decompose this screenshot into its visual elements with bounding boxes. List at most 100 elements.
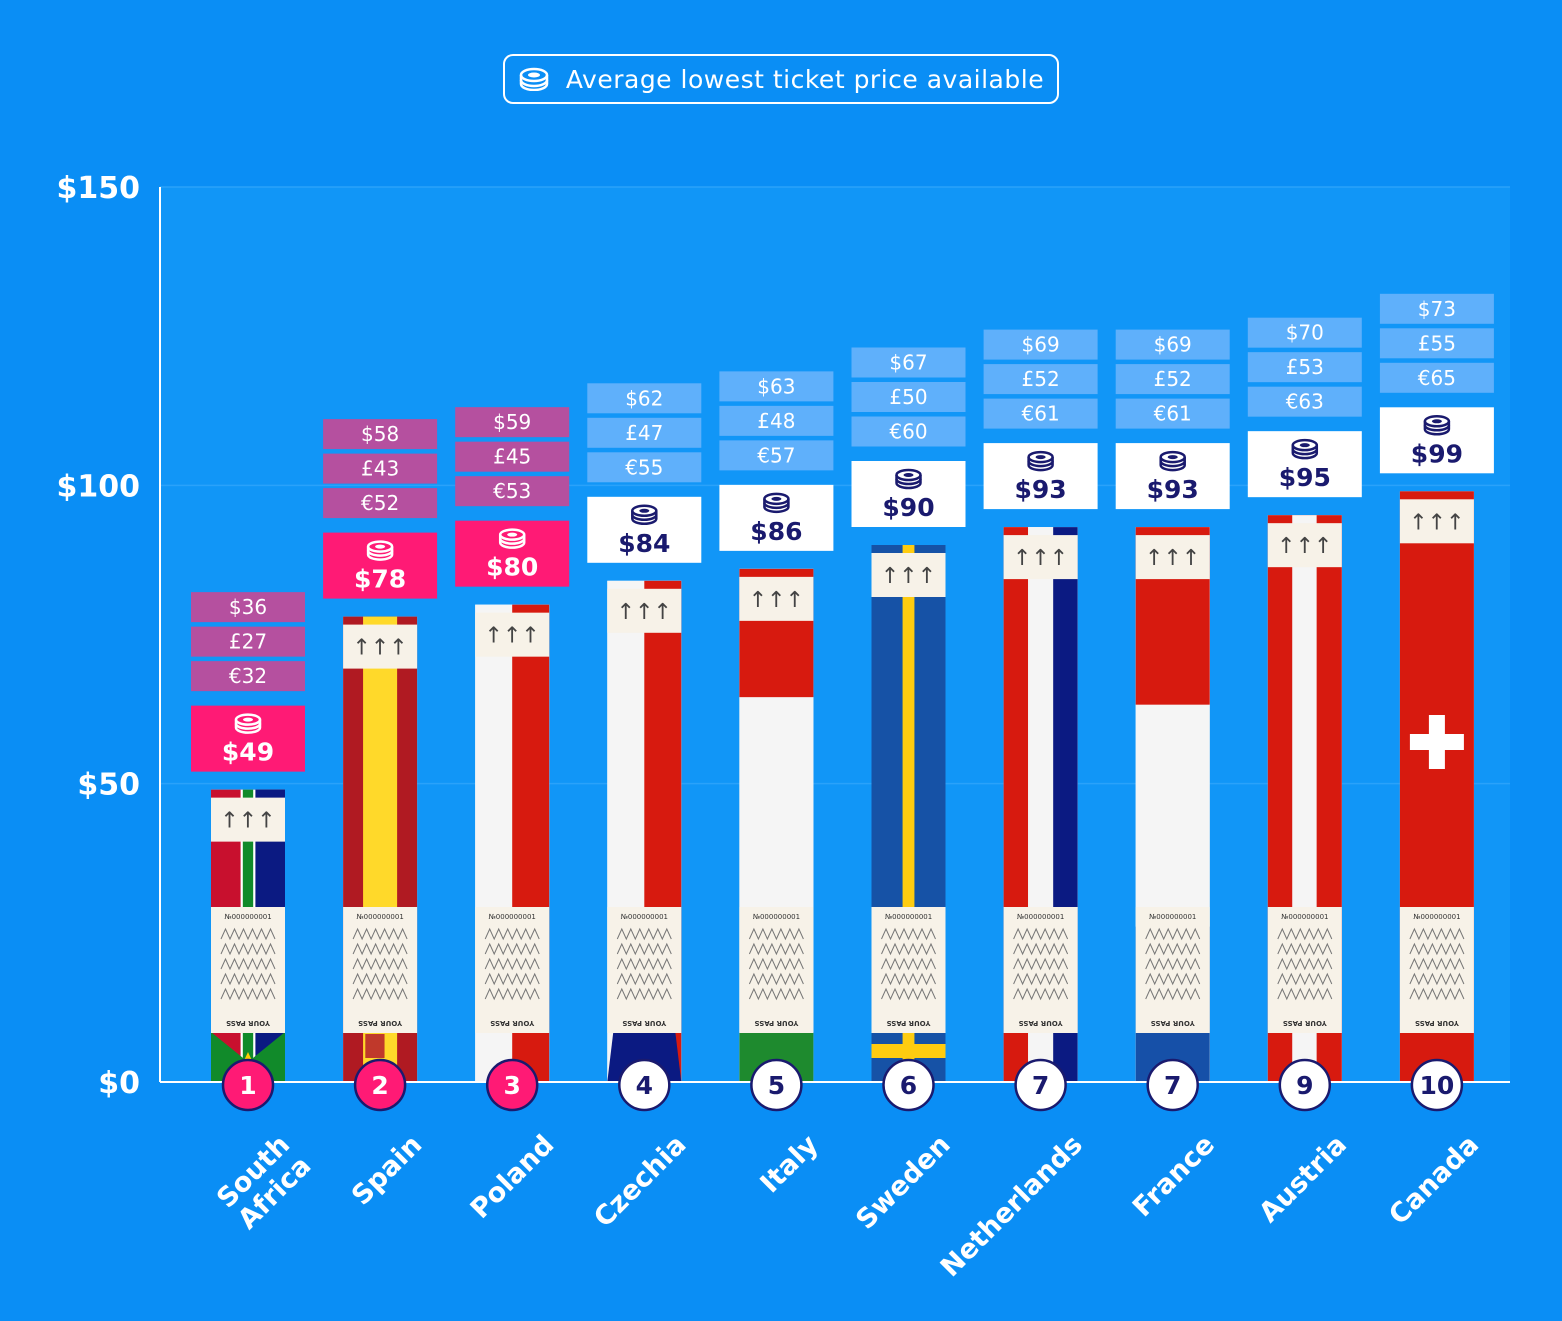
- coin-icon: [631, 514, 658, 526]
- coin-icon: [1299, 443, 1310, 448]
- currency-tag: [851, 416, 966, 447]
- coin-icon: [1423, 425, 1451, 436]
- currency-tag-label: £45: [493, 445, 531, 469]
- ticket-stub: [1135, 535, 1210, 580]
- ticket-pattern: [881, 927, 936, 1001]
- rank-label: 1: [239, 1071, 256, 1100]
- coin-icon: [771, 496, 782, 501]
- currency-tag-label: £47: [625, 421, 663, 445]
- rank-badge: [618, 1058, 671, 1112]
- ticket-arrows: ↑↑↑: [1277, 534, 1332, 559]
- currency-tag: [323, 453, 438, 484]
- currency-tag: [983, 329, 1098, 360]
- rank-label: 10: [1420, 1071, 1455, 1100]
- ticket-pattern: [220, 927, 276, 1001]
- country-label-line: Sweden: [850, 1129, 956, 1235]
- ticket-pattern: [748, 927, 804, 1001]
- country-label-line: Italy: [755, 1129, 825, 1199]
- ticket-pattern: [1013, 927, 1069, 1001]
- country-label: Austria: [1253, 1129, 1353, 1229]
- currency-tag: [455, 441, 570, 472]
- coin-icon: [375, 544, 386, 549]
- currency-tag-label: €63: [1286, 390, 1324, 414]
- ticket-arrows: ↑↑↑: [617, 600, 672, 625]
- rank-badge: [1146, 1058, 1199, 1112]
- currency-tag-label: £52: [1022, 367, 1060, 391]
- currency-tag-label: £55: [1418, 331, 1456, 355]
- bar-france: ↑↑↑ №000000001 YOUR PASS $93 $69 £52 €61: [1115, 329, 1230, 1082]
- currency-tag: [719, 440, 834, 471]
- coin-icon: [1159, 461, 1186, 472]
- currency-tag-label: $63: [757, 374, 795, 398]
- currency-tag-label: £52: [1154, 367, 1192, 391]
- currency-tag-label: €57: [757, 443, 795, 467]
- country-label-line: Poland: [465, 1129, 561, 1225]
- currency-tag: [587, 452, 702, 483]
- ticket-arrows: ↑↑↑: [1013, 546, 1068, 571]
- bar-sweden: ↑↑↑ №000000001 YOUR PASS $90 $67 £50 €60: [851, 347, 966, 1082]
- x-axis-labels: SouthAfrica Spain Poland Czechia Italy Sweden…: [211, 1129, 1485, 1283]
- price-label: $84: [618, 529, 670, 558]
- ticket-serial: №000000001: [885, 913, 932, 921]
- currency-tag: [455, 407, 570, 438]
- currency-tag-label: $73: [1418, 297, 1456, 321]
- ticket-serial: №000000001: [1281, 913, 1328, 921]
- currency-tag: [323, 419, 438, 450]
- rank-label: 6: [900, 1071, 917, 1100]
- currency-tag: [1115, 398, 1230, 429]
- rank-badge: [221, 1058, 275, 1112]
- country-label-line: France: [1127, 1129, 1221, 1223]
- bar-canada: ↑↑↑ №000000001 YOUR PASS $99 $73 £55 €65: [1379, 293, 1494, 1082]
- ticket-serial: №000000001: [621, 913, 668, 921]
- ticket-pass-text: YOUR PASS: [1283, 1019, 1328, 1027]
- ticket-serial: №000000001: [356, 913, 403, 921]
- currency-tag: [1379, 328, 1494, 359]
- y-tick-label: $150: [57, 171, 141, 206]
- rank-label: 3: [503, 1071, 520, 1100]
- currency-tag: [1247, 386, 1362, 417]
- ticket-pass-text: YOUR PASS: [1019, 1019, 1064, 1027]
- country-label-line: Spain: [346, 1129, 428, 1211]
- ticket-pass-text: YOUR PASS: [1151, 1019, 1196, 1027]
- flag-cross: [1409, 734, 1464, 750]
- price-badge: [1115, 443, 1230, 510]
- country-label: Canada: [1383, 1129, 1485, 1231]
- price-label: $86: [750, 517, 802, 546]
- price-label: $80: [486, 553, 538, 582]
- ticket-serial: №000000001: [1149, 913, 1196, 921]
- ticket-stub: [475, 612, 550, 657]
- price-badge: [587, 496, 702, 563]
- ticket-pass-text: YOUR PASS: [887, 1019, 932, 1027]
- ticket-serial: №000000001: [753, 913, 800, 921]
- country-label-line: Czechia: [588, 1129, 692, 1233]
- currency-tag: [1379, 293, 1494, 324]
- coin-icon: [895, 479, 922, 490]
- price-label: $49: [222, 738, 274, 767]
- ticket-pattern: [1145, 927, 1201, 1001]
- currency-tag-label: £48: [757, 409, 795, 433]
- bar-poland: ↑↑↑ №000000001 YOUR PASS $80 $59 £45 €53: [455, 407, 570, 1082]
- currency-tag-label: $69: [1022, 333, 1060, 357]
- ticket-pass-text: YOUR PASS: [622, 1019, 667, 1027]
- ticket-arrows: ↑↑↑: [1145, 546, 1200, 571]
- country-label-line: Netherlands: [935, 1129, 1089, 1283]
- bar-austria: ↑↑↑ №000000001 YOUR PASS $95 $70 £53 €63: [1247, 317, 1362, 1082]
- coin-icon: [366, 550, 394, 561]
- currency-tag-label: £43: [361, 457, 399, 481]
- country-label: Sweden: [850, 1129, 956, 1235]
- ticket-pass-text: YOUR PASS: [490, 1019, 535, 1027]
- ticket-arrows: ↑↑↑: [485, 624, 540, 649]
- y-tick-label: $50: [77, 768, 140, 803]
- currency-tag-label: £27: [229, 630, 267, 654]
- flag-part: [871, 1044, 946, 1058]
- ticket-pattern: [1409, 927, 1465, 1001]
- currency-tag: [323, 488, 438, 519]
- ticket-stub: [211, 797, 285, 842]
- ticket-stub: [871, 553, 946, 597]
- currency-tag: [719, 405, 834, 436]
- country-label: Czechia: [588, 1129, 692, 1233]
- flag-part: [902, 545, 915, 1082]
- coin-icon: [763, 502, 790, 514]
- y-tick-label: $100: [57, 469, 141, 504]
- coin-icon: [1431, 419, 1442, 424]
